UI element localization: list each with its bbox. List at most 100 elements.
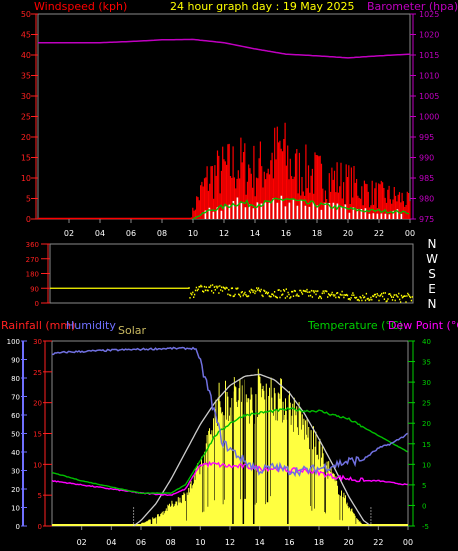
hour-tick-label: 10	[195, 538, 205, 547]
humidity-tick-label: 30	[11, 468, 20, 476]
hour-tick-label: 20	[343, 229, 353, 238]
baro-tick-label: 1020	[419, 31, 439, 40]
hour-tick-label: 18	[312, 229, 322, 238]
hour-tick-label: 16	[281, 229, 291, 238]
baro-tick-label: 1010	[419, 72, 439, 81]
rain-tick-label: 30	[33, 338, 42, 346]
humidity-tick-label: 90	[11, 357, 20, 365]
compass-label: W	[426, 252, 438, 266]
humidity-series	[51, 346, 408, 478]
humidity-tick-label: 0	[16, 523, 20, 531]
wind-tick-label: 10	[21, 174, 31, 183]
baro-tick-label: 1005	[419, 92, 439, 101]
solar-theoretical-series	[133, 373, 370, 527]
wind-tick-label: 45	[21, 31, 31, 40]
compass-label: E	[428, 282, 436, 296]
rain-tick-label: 10	[33, 461, 42, 469]
temp-tick-label: 5	[422, 482, 426, 490]
wind-tick-label: 40	[21, 51, 31, 60]
hour-tick-label: 16	[284, 538, 294, 547]
humidity-tick-label: 40	[11, 449, 20, 457]
hour-tick-label: 12	[225, 538, 235, 547]
hour-tick-label: 00	[403, 538, 413, 547]
temp-tick-label: 25	[422, 400, 431, 408]
chart-title: 24 hour graph day : 19 May 2025	[170, 0, 355, 13]
hour-tick-label: 18	[314, 538, 324, 547]
hour-tick-label: 06	[126, 229, 136, 238]
hour-tick-label: 10	[188, 229, 198, 238]
hour-tick-label: 14	[255, 538, 265, 547]
baro-tick-label: 995	[419, 133, 434, 142]
temp-tick-label: -5	[422, 523, 429, 531]
hour-tick-label: 08	[157, 229, 167, 238]
temp-tick-label: 35	[422, 359, 431, 367]
temp-tick-label: 10	[422, 461, 431, 469]
wind-tick-label: 30	[21, 92, 31, 101]
humidity-tick-label: 20	[11, 486, 20, 494]
temp-tick-label: 20	[422, 420, 431, 428]
baro-tick-label: 975	[419, 215, 434, 224]
hour-tick-label: 02	[77, 538, 87, 547]
dew-point-series	[51, 460, 408, 497]
hour-tick-label: 06	[136, 538, 146, 547]
humidity-tick-label: 60	[11, 412, 20, 420]
rain-tick-label: 25	[33, 369, 42, 377]
humidity-tick-label: 50	[11, 431, 20, 439]
compass-label: N	[428, 237, 437, 251]
rain-tick-label: 0	[38, 523, 42, 531]
temperature-series	[51, 406, 408, 495]
direction-tick-label: 360	[26, 241, 39, 249]
hour-tick-label: 04	[95, 229, 105, 238]
hour-tick-label: 02	[64, 229, 74, 238]
temp-tick-label: 40	[422, 338, 431, 346]
rain-tick-label: 15	[33, 431, 42, 439]
humidity-tick-label: 10	[11, 505, 20, 513]
hour-tick-label: 22	[373, 538, 383, 547]
hour-tick-label: 20	[344, 538, 354, 547]
humidity-tick-label: 70	[11, 394, 20, 402]
direction-tick-label: 270	[26, 256, 39, 264]
baro-tick-label: 1000	[419, 113, 439, 122]
wind-average-series	[192, 197, 410, 220]
windspeed-label: Windspeed (kph)	[34, 0, 127, 13]
compass-label: S	[428, 267, 436, 281]
barometer-label: Barometer (hpa)	[367, 0, 458, 13]
direction-tick-label: 0	[35, 300, 39, 308]
temp-tick-label: 0	[422, 502, 426, 510]
hour-tick-label: 00	[405, 229, 415, 238]
hour-tick-label: 08	[166, 538, 176, 547]
baro-tick-label: 980	[419, 195, 434, 204]
hour-tick-label: 12	[219, 229, 229, 238]
humidity-label: Humidity	[66, 319, 116, 332]
wind-tick-label: 50	[21, 10, 31, 19]
compass-label: N	[428, 297, 437, 311]
humidity-tick-label: 100	[7, 338, 20, 346]
rain-tick-label: 20	[33, 400, 42, 408]
direction-tick-label: 180	[26, 271, 39, 279]
direction-tick-label: 90	[30, 285, 39, 293]
wind-tick-label: 20	[21, 133, 31, 142]
dewpoint-label: Dew Point (°C)	[388, 319, 458, 332]
baro-tick-label: 1015	[419, 51, 439, 60]
wind-tick-label: 0	[26, 215, 31, 224]
wind-tick-label: 35	[21, 72, 31, 81]
baro-tick-label: 985	[419, 174, 434, 183]
hour-tick-label: 22	[374, 229, 384, 238]
wind-tick-label: 15	[21, 154, 31, 163]
solar-label: Solar	[118, 324, 147, 337]
hour-tick-label: 14	[250, 229, 260, 238]
wind-tick-label: 25	[21, 113, 31, 122]
temp-tick-label: 15	[422, 441, 431, 449]
temp-tick-label: 30	[422, 379, 431, 387]
baro-tick-label: 990	[419, 154, 434, 163]
temperature-label: Temperature (°C)	[307, 319, 403, 332]
hour-tick-label: 04	[106, 538, 116, 547]
direction-series	[188, 284, 413, 303]
rain-tick-label: 5	[38, 492, 42, 500]
rainfall-label: Rainfall (mm)	[1, 319, 75, 332]
direction-panel-frame	[49, 243, 414, 304]
baro-tick-label: 1025	[419, 10, 439, 19]
barometer-series	[38, 38, 411, 59]
wind-tick-label: 5	[26, 195, 31, 204]
